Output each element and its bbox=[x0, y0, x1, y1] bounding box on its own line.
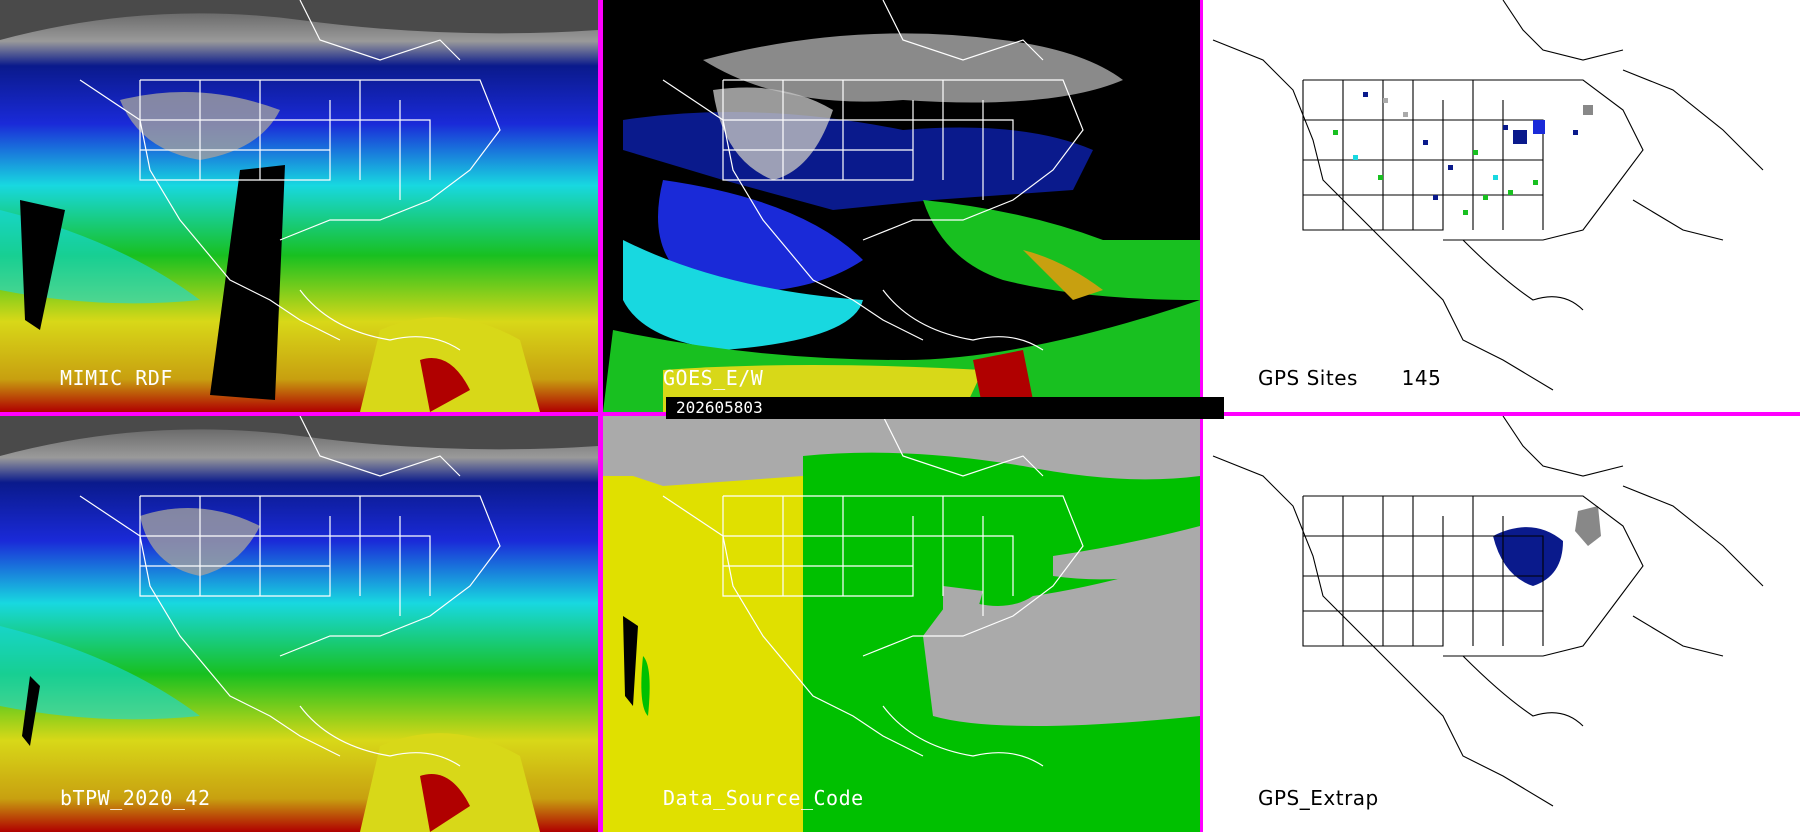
panel-data-source-code: Data_Source_Code bbox=[603, 416, 1200, 832]
gps-site-markers bbox=[1333, 92, 1593, 215]
panel-goes-ew: GOES_E/W bbox=[603, 0, 1200, 412]
data-source-map bbox=[603, 416, 1200, 832]
panel-btpw: bTPW_2020_42 bbox=[0, 416, 598, 832]
tpw-map-goes bbox=[603, 0, 1200, 412]
gps-sites-count: 145 bbox=[1401, 366, 1442, 390]
tpw-map-mimic bbox=[0, 0, 598, 412]
panel-label-gps-extrap: GPS_Extrap bbox=[1258, 786, 1379, 810]
gps-extrap-map bbox=[1203, 416, 1800, 832]
panel-label-goes: GOES_E/W bbox=[663, 366, 764, 390]
gps-sites-map bbox=[1203, 0, 1800, 412]
gps-sites-label-text: GPS Sites bbox=[1258, 366, 1358, 390]
panel-label-data-source: Data_Source_Code bbox=[663, 786, 864, 810]
panel-label-gps-sites: GPS Sites 145 bbox=[1258, 366, 1441, 390]
tpw-map-btpw bbox=[0, 416, 598, 832]
panel-label-mimic: MIMIC RDF bbox=[60, 366, 173, 390]
panel-label-btpw: bTPW_2020_42 bbox=[60, 786, 211, 810]
timestamp: 202605803 bbox=[676, 398, 763, 417]
panel-gps-extrap: GPS_Extrap bbox=[1203, 416, 1800, 832]
panel-mimic-rdf: MIMIC RDF bbox=[0, 0, 598, 412]
panel-gps-sites: GPS Sites 145 bbox=[1203, 0, 1800, 412]
timestamp-bar: 202605803 bbox=[666, 397, 1224, 419]
